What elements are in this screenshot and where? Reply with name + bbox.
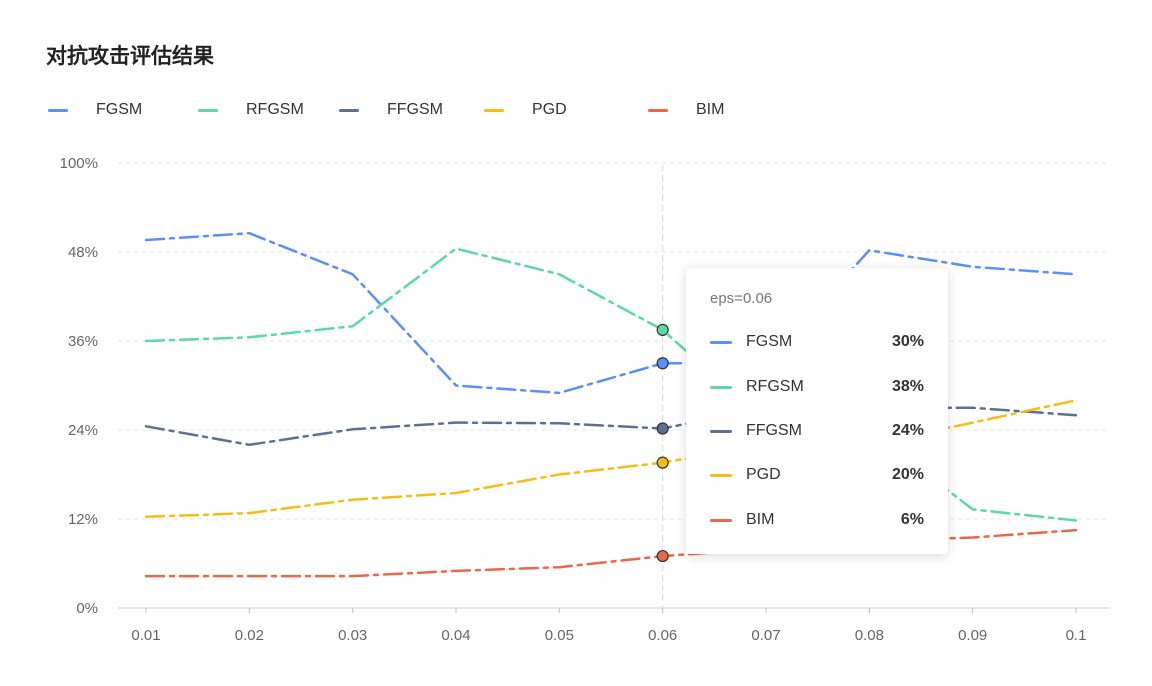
legend-swatch-fgsm — [48, 108, 68, 112]
tooltip-name-pgd: PGD — [746, 466, 781, 483]
legend-item-fgsm[interactable]: FGSM — [48, 98, 142, 122]
series-line-fgsm[interactable] — [144, 231, 1078, 395]
legend-swatch-rfgsm — [198, 108, 218, 112]
tooltip-swatch-rfgsm — [710, 385, 732, 389]
legend-swatch-ffgsm — [339, 108, 359, 112]
y-tick-label: 24% — [68, 422, 98, 439]
tooltip-swatch-fgsm — [710, 340, 732, 344]
tooltip-row-ffgsm: FFGSM 24% — [710, 419, 924, 443]
y-tick-label: 100% — [60, 155, 98, 172]
x-axis: 0.01 0.02 0.03 0.04 0.05 0.06 0.07 0.08 0.09 0.1 — [131, 608, 1086, 644]
tooltip-name-bim: BIM — [746, 511, 775, 528]
y-axis: 0% 12% 24% 36% 48% 100% — [60, 155, 98, 617]
legend-item-pgd[interactable]: PGD — [484, 98, 567, 122]
grid-lines — [118, 162, 1110, 609]
x-tick-label: 0.03 — [338, 627, 367, 644]
legend-label-pgd: PGD — [532, 101, 567, 118]
chart-title: 对抗攻击评估结果 — [46, 44, 214, 68]
tooltip-name-rfgsm: RFGSM — [746, 378, 804, 395]
legend-label-rfgsm: RFGSM — [246, 101, 304, 118]
legend: FGSM RFGSM FFGSM PGD BIM — [0, 98, 1152, 122]
tooltip-row-rfgsm: RFGSM 38% — [710, 375, 924, 399]
legend-item-bim[interactable]: BIM — [648, 98, 724, 122]
tooltip-name-ffgsm: FFGSM — [746, 422, 802, 439]
legend-item-rfgsm[interactable]: RFGSM — [198, 98, 304, 122]
tooltip-value-pgd: 20% — [891, 466, 924, 483]
y-tick-label: 12% — [68, 511, 98, 528]
tooltip-value-bim: 6% — [900, 511, 924, 528]
tooltip-value-fgsm: 30% — [891, 333, 924, 350]
tooltip-row-bim: BIM 6% — [710, 508, 924, 532]
marker-rfgsm — [656, 323, 669, 336]
x-tick-label: 0.06 — [648, 627, 677, 644]
tooltip-title: eps=0.06 — [710, 290, 773, 307]
tooltip-swatch-bim — [710, 518, 732, 522]
tooltip-row-pgd: PGD 20% — [710, 463, 924, 487]
highlight-markers — [656, 323, 669, 563]
y-tick-label: 48% — [68, 244, 98, 261]
x-tick-label: 0.1 — [1066, 627, 1087, 644]
x-tick-label: 0.02 — [235, 627, 264, 644]
x-tick-label: 0.07 — [751, 627, 780, 644]
tooltip-swatch-ffgsm — [710, 429, 732, 433]
x-tick-label: 0.08 — [855, 627, 884, 644]
legend-label-bim: BIM — [696, 101, 725, 118]
legend-item-ffgsm[interactable]: FFGSM — [339, 98, 443, 122]
legend-swatch-pgd — [484, 108, 504, 112]
tooltip-value-rfgsm: 38% — [891, 378, 924, 395]
x-tick-label: 0.04 — [441, 627, 470, 644]
legend-label-fgsm: FGSM — [96, 101, 143, 118]
legend-swatch-bim — [648, 108, 668, 112]
tooltip-swatch-pgd — [710, 473, 732, 477]
legend-label-ffgsm: FFGSM — [387, 101, 443, 118]
tooltip: eps=0.06 FGSM 30% RFGSM 38% FFGSM 24% PG… — [686, 268, 948, 554]
tooltip-value-ffgsm: 24% — [891, 422, 924, 439]
tooltip-name-fgsm: FGSM — [746, 333, 793, 350]
series-line-ffgsm[interactable] — [144, 406, 1078, 447]
x-tick-label: 0.01 — [131, 627, 160, 644]
y-tick-label: 0% — [76, 600, 98, 617]
marker-ffgsm — [656, 422, 669, 435]
tooltip-row-fgsm: FGSM 30% — [710, 330, 924, 354]
y-tick-label: 36% — [68, 333, 98, 350]
x-tick-label: 0.09 — [958, 627, 987, 644]
marker-fgsm — [656, 357, 669, 370]
x-tick-label: 0.05 — [545, 627, 574, 644]
marker-bim — [656, 549, 669, 563]
marker-pgd — [656, 456, 669, 469]
